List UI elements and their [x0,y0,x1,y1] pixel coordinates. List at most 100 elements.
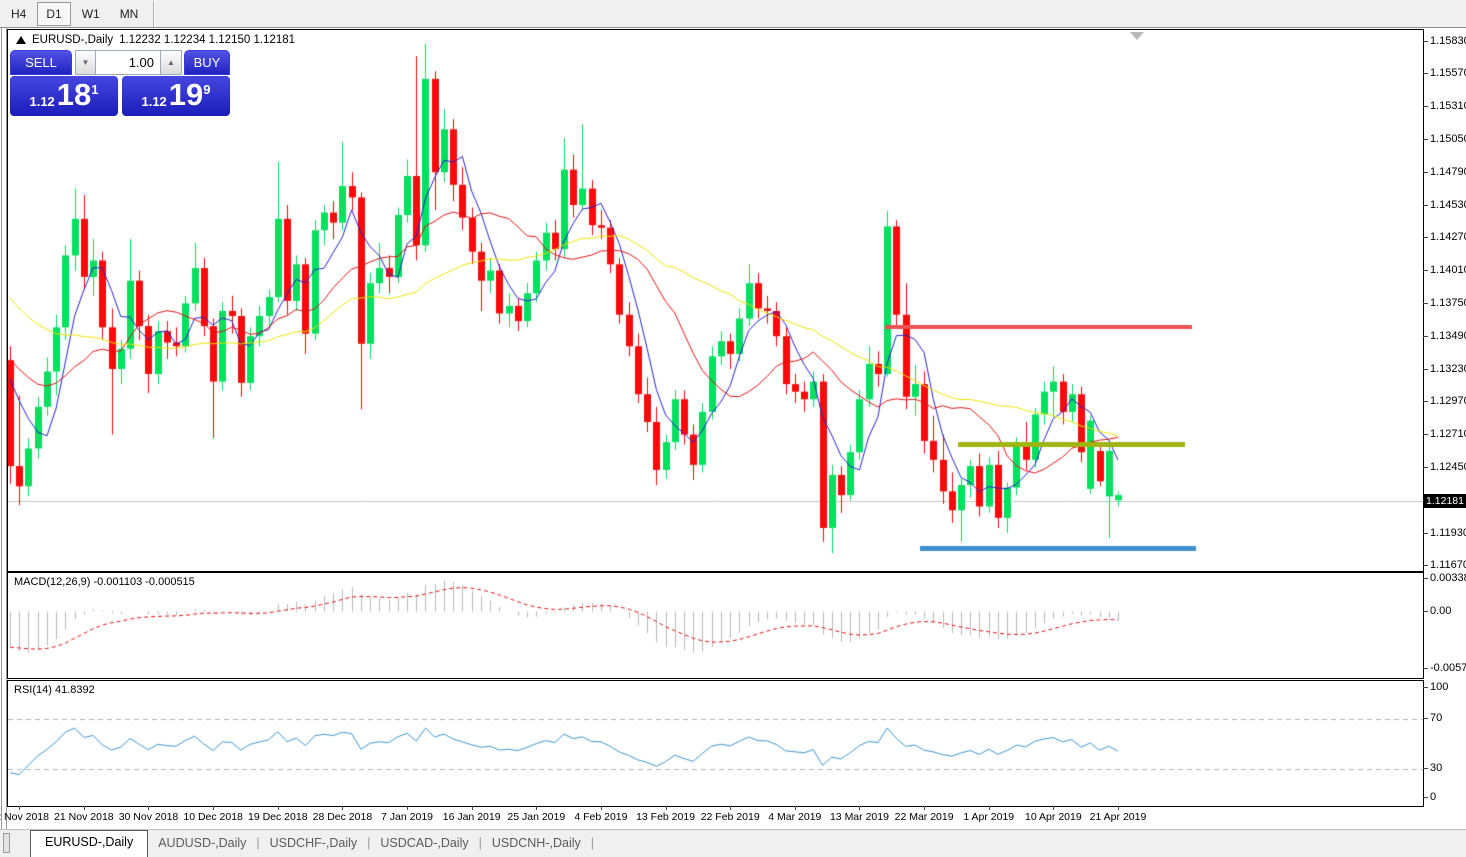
timeframe-tab-mn[interactable]: MN [119,6,139,21]
timeframe-tab-h4[interactable]: H4 [11,6,27,21]
rsi-label: RSI(14) 41.8392 [14,684,95,696]
price-tick-label: 1.15570 [1423,67,1466,79]
time-axis-tick [1117,806,1119,810]
time-axis-label: 30 Nov 2018 [118,811,179,823]
time-axis-label: 21 Apr 2019 [1089,811,1147,823]
chart-shift-marker-icon[interactable] [1130,32,1144,40]
price-tick-label: 1.15310 [1423,100,1466,112]
chart-tab-eurusd[interactable]: EURUSD-,Daily [30,830,149,857]
time-axis-tick [794,806,796,810]
time-axis-label: 28 Dec 2018 [312,811,373,823]
chart-symbol-period: EURUSD-,Daily [32,34,114,46]
sell-price-display[interactable]: 1.12 18 1 [10,76,118,116]
time-axis-label: 7 Jan 2019 [381,811,434,823]
time-axis-tick [536,806,538,810]
sell-price-prefix: 1.12 [29,94,55,109]
price-tick-label: 1.13750 [1423,297,1466,309]
buy-price-prefix: 1.12 [141,94,167,109]
time-axis-tick [665,806,667,810]
rsi-tick-label: 70 [1422,711,1443,724]
buy-price-big: 19 [168,77,204,112]
rsi-tick-label: 0 [1422,790,1437,803]
chart-tab-separator: | [478,836,482,850]
time-axis-label: 1 Apr 2019 [963,811,1015,823]
price-tick-label: 1.12450 [1423,461,1466,473]
macd-canvas[interactable] [8,573,1423,678]
tab-bar-handle[interactable] [3,833,10,853]
chart-tab-separator: | [590,836,595,850]
chart-ohlc-values: 1.12232 1.12234 1.12150 1.12181 [119,34,296,46]
time-axis-label: 22 Mar 2019 [894,811,954,823]
symbol-triangle-icon [16,36,26,44]
window-edge-line [1,28,2,857]
sell-price-pip: 1 [91,82,99,97]
timeframe-tab-w1[interactable]: W1 [81,6,100,21]
volume-increase-button[interactable]: ▲ [161,50,182,75]
price-tick-label: 1.14010 [1423,264,1466,276]
time-axis-label: 4 Feb 2019 [574,811,628,823]
rsi-canvas[interactable] [8,681,1423,806]
timeframe-toolbar: H4 D1 W1 MN [0,0,1466,28]
time-axis-label: 10 Apr 2019 [1025,811,1082,823]
sell-price-big: 18 [56,77,92,112]
price-tick-label: 1.15050 [1423,133,1466,145]
time-axis-tick [1053,806,1055,810]
time-axis-tick [148,806,150,810]
time-axis-tick [988,806,990,810]
volume-decrease-button[interactable]: ▼ [75,50,96,75]
price-tick-label: 1.13490 [1423,330,1466,342]
chart-tab-usdcad[interactable]: USDCAD-,Daily [380,836,469,850]
price-tick-label: 1.11930 [1423,527,1466,539]
macd-tick-label: 0.003386 [1423,572,1466,584]
one-click-trade-panel: SELL ▼ ▲ BUY 1.12 18 1 1.12 19 9 [10,50,230,116]
time-axis-tick [19,806,21,810]
chart-tab-audusd[interactable]: AUDUSD-,Daily [158,836,247,850]
price-tick-label: 1.11670 [1423,559,1466,571]
time-axis-tick [277,806,279,810]
chart-tab-bar: EURUSD-,Daily AUDUSD-,Daily | USDCHF-,Daily… [0,829,1466,857]
chart-tab-separator: | [256,836,260,850]
price-tick-label: 1.14790 [1423,166,1466,178]
time-axis-label: 13 Feb 2019 [636,811,696,823]
macd-label: MACD(12,26,9) -0.001103 -0.000515 [14,576,195,588]
time-axis-tick [471,806,473,810]
time-axis-label: 12 Nov 2018 [0,811,49,823]
time-axis-tick [600,806,602,810]
chart-tab-usdchf[interactable]: USDCHF-,Daily [269,836,358,850]
time-axis-label: 25 Jan 2019 [507,811,566,823]
rsi-pane [7,680,1424,807]
price-tick-label: 1.15830 [1423,35,1466,47]
buy-price-display[interactable]: 1.12 19 9 [122,76,230,116]
chart-title: EURUSD-,Daily 1.12232 1.12234 1.12150 1.… [16,34,295,46]
time-axis-label: 19 Dec 2018 [247,811,308,823]
time-axis-label: 10 Dec 2018 [183,811,243,823]
time-axis-label: 22 Feb 2019 [700,811,760,823]
time-axis-tick [342,806,344,810]
chart-tab-separator: | [367,836,371,850]
buy-price-pip: 9 [203,82,211,97]
price-chart-canvas[interactable] [8,30,1423,571]
price-tick-label: 1.14270 [1423,231,1466,243]
price-tick-label: 1.12710 [1423,428,1466,440]
volume-input[interactable] [96,50,161,75]
macd-tick-label: -0.00574 [1422,662,1466,674]
time-axis-tick [730,806,732,810]
sell-button[interactable]: SELL [10,50,72,75]
macd-tick-label: 0.00 [1422,604,1452,617]
price-pane [7,29,1424,572]
window-edge-line [6,28,7,857]
price-tick-label: 1.13230 [1423,363,1466,375]
timeframe-tab-d1[interactable]: D1 [37,1,71,26]
time-axis-tick [859,806,861,810]
buy-button[interactable]: BUY [184,50,230,75]
toolbar-separator [153,0,156,27]
price-tick-label: 1.14530 [1423,199,1466,211]
chart-tab-usdcnh[interactable]: USDCNH-,Daily [491,836,581,850]
time-axis-tick [83,806,85,810]
time-axis-tick [407,806,409,810]
macd-pane [7,572,1424,679]
time-axis-tick [213,806,215,810]
rsi-tick-label: 30 [1422,761,1443,774]
time-axis-label: 13 Mar 2019 [829,811,889,823]
